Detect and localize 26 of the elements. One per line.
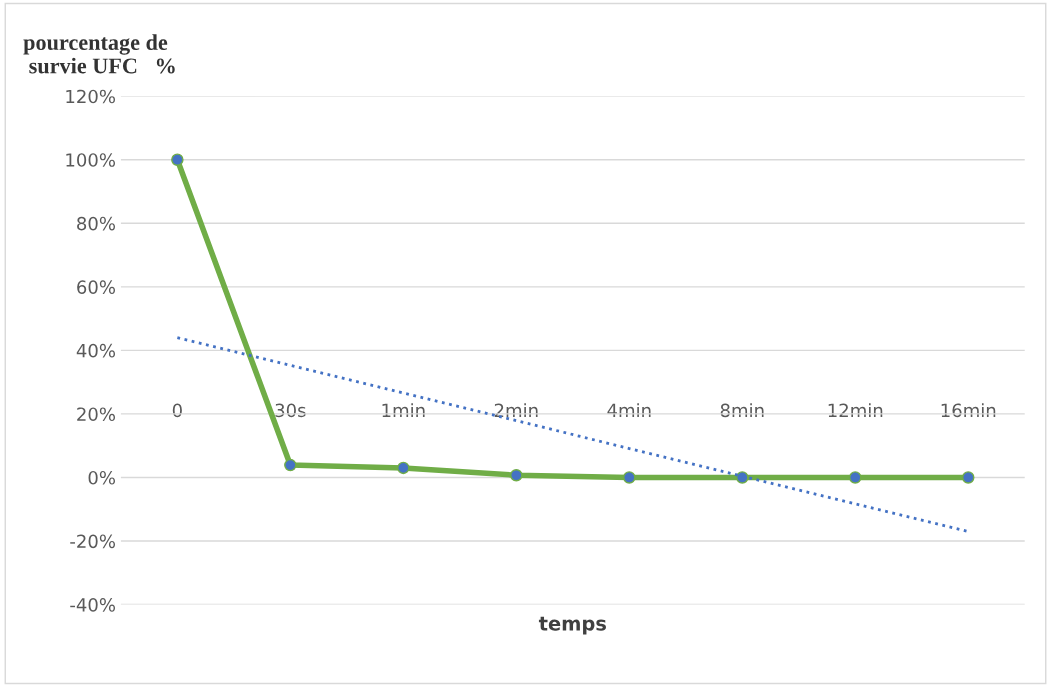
point xyxy=(397,461,410,475)
x-tick-label: 12min xyxy=(828,403,883,417)
x-tick-label: 0 xyxy=(172,403,182,418)
x-tick-label: 4min xyxy=(607,403,651,417)
point xyxy=(623,471,636,484)
x-tick-label: 2min xyxy=(494,403,538,417)
point xyxy=(849,471,862,484)
y-axis-title: pourcentage de survie UFC % xyxy=(23,34,175,74)
point xyxy=(171,153,184,166)
y-tick-label: -20% xyxy=(70,534,116,549)
y-tick-label: 120% xyxy=(66,89,116,104)
x-tick-label: 1min xyxy=(382,403,425,417)
y-tick-label: -40% xyxy=(70,598,116,612)
x-tick-label: 30s xyxy=(275,403,306,418)
x-tick-label: 16min xyxy=(941,403,996,418)
x-tick-label: 8min xyxy=(720,403,764,418)
x-axis-title: temps xyxy=(538,616,606,635)
y-tick-label: 40% xyxy=(76,343,116,358)
y-tick-label: 60% xyxy=(77,280,116,294)
point xyxy=(961,471,975,484)
y-tick-label: 20% xyxy=(77,407,116,422)
y-tick-label: 100% xyxy=(66,153,116,167)
point xyxy=(284,458,297,472)
point xyxy=(510,468,523,482)
y-tick-label: 0% xyxy=(88,470,116,485)
y-tick-label: 80% xyxy=(77,216,116,231)
